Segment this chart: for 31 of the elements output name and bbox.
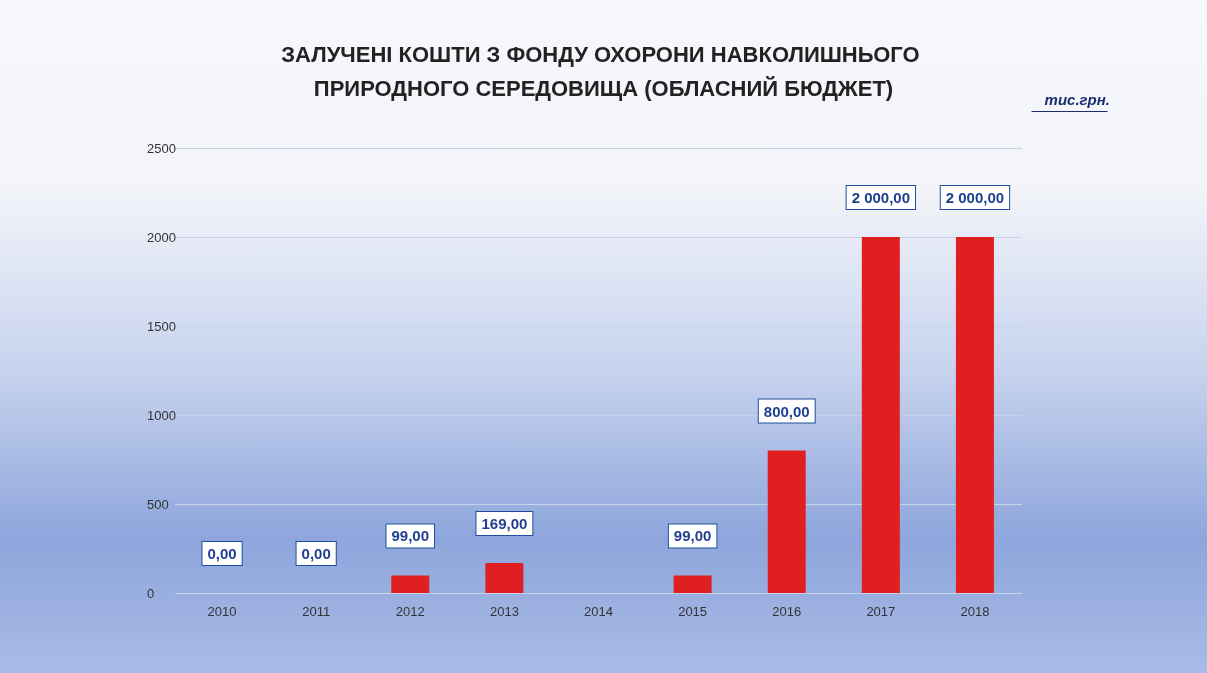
data-label: 2 000,00 <box>945 189 1005 206</box>
bar <box>485 562 524 593</box>
data-label: 99,00 <box>673 527 712 545</box>
x-tick-label: 2011 <box>302 604 331 619</box>
x-tick-label: 2017 <box>866 604 896 619</box>
data-label: 169,00 <box>481 514 528 532</box>
bar <box>767 450 806 593</box>
bar <box>673 575 712 593</box>
y-tick-label: 2000 <box>147 229 176 245</box>
data-label: 0,00 <box>301 545 331 562</box>
bar <box>955 237 994 593</box>
x-tick-label: 2010 <box>207 604 237 619</box>
bar <box>391 575 430 593</box>
x-tick-label: 2015 <box>678 604 708 619</box>
data-label: 2 000,00 <box>851 189 911 206</box>
x-tick-label: 2013 <box>489 604 519 619</box>
data-label: 99,00 <box>391 527 430 545</box>
data-label: 800,00 <box>763 402 810 420</box>
data-label: 0,00 <box>207 545 237 562</box>
y-tick-label: 2500 <box>147 140 176 156</box>
bar <box>861 237 900 593</box>
y-tick-label: 1500 <box>147 318 176 334</box>
chart-title: ЗАЛУЧЕНІ КОШТИ З ФОНДУ ОХОРОНИ НАВКОЛИШНЬОГО ПРИРОДНОГО СЕРЕДОВИЩА (ОБЛАСНИЙ БЮДЖЕТ) <box>281 41 926 101</box>
y-tick-label: 1000 <box>147 407 176 423</box>
text: тис.грн. <box>1044 91 1110 108</box>
y-tick-label: 0 <box>147 585 155 601</box>
x-tick-label: 2018 <box>960 604 990 619</box>
x-tick-label: 2012 <box>395 604 425 619</box>
x-tick-label: 2016 <box>772 604 802 619</box>
x-tick-label: 2014 <box>584 604 613 619</box>
y-tick-label: 500 <box>147 496 169 512</box>
